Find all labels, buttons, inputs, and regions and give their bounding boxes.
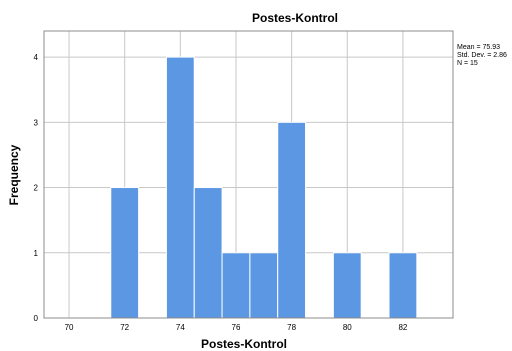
x-tick-labels: 70 72 74 76 78 80 82 xyxy=(65,323,408,332)
histogram-bar xyxy=(332,252,362,319)
bars xyxy=(110,56,418,319)
x-tick-label: 80 xyxy=(343,323,352,332)
histogram-bar xyxy=(277,121,307,319)
y-tick-label: 2 xyxy=(34,184,39,193)
stat-n: N = 15 xyxy=(457,60,478,67)
y-axis-title: Frequency xyxy=(7,144,21,205)
y-tick-labels: 0 1 2 3 4 xyxy=(34,53,39,323)
stat-std-dev: Std. Dev. = 2.86 xyxy=(457,52,507,59)
x-tick-label: 78 xyxy=(287,323,296,332)
x-axis-title: Postes-Kontrol xyxy=(201,337,287,351)
x-tick-label: 76 xyxy=(232,323,241,332)
y-tick-label: 0 xyxy=(34,314,39,323)
histogram-bar xyxy=(388,252,418,319)
histogram-bar xyxy=(110,187,140,319)
x-tick-label: 82 xyxy=(398,323,407,332)
stats-box: Mean = 75.93 Std. Dev. = 2.86 N = 15 xyxy=(457,44,507,67)
chart-title: Postes-Kontrol xyxy=(252,11,338,25)
y-tick-label: 3 xyxy=(34,118,39,127)
histogram-bar xyxy=(165,56,195,319)
x-tick-label: 74 xyxy=(176,323,185,332)
stat-mean: Mean = 75.93 xyxy=(457,44,500,51)
histogram-bar xyxy=(221,252,251,319)
y-tick-label: 4 xyxy=(34,53,39,62)
y-tick-label: 1 xyxy=(34,249,39,258)
histogram-bar xyxy=(193,187,223,319)
histogram-bar xyxy=(249,252,279,319)
plot-frame xyxy=(43,30,454,319)
x-tick-label: 70 xyxy=(65,323,74,332)
x-tick-label: 72 xyxy=(120,323,129,332)
